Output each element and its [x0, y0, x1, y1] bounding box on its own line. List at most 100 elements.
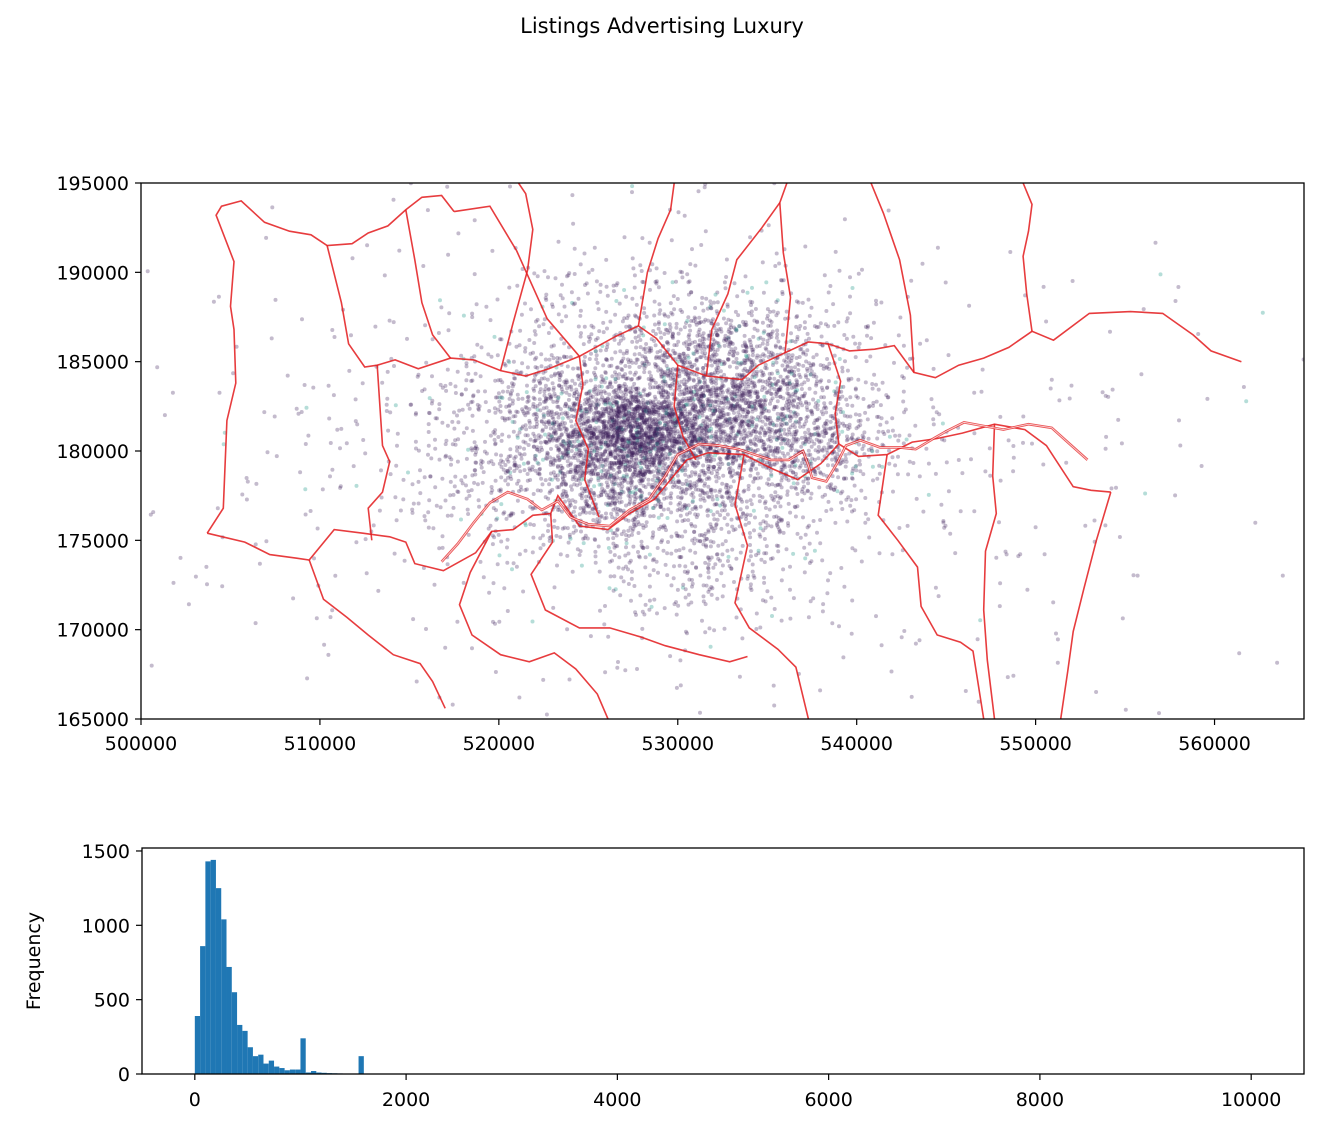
- listing-point: [493, 478, 498, 483]
- listing-point: [653, 397, 658, 402]
- listing-point: [684, 430, 689, 435]
- listing-point: [800, 498, 805, 503]
- listing-point: [639, 425, 644, 430]
- listing-point: [695, 438, 700, 443]
- listing-point: [701, 463, 706, 468]
- listing-point: [732, 350, 737, 354]
- listing-point: [574, 387, 579, 392]
- listing-point: [826, 463, 830, 468]
- listing-point: [675, 404, 680, 409]
- listing-point: [659, 449, 664, 454]
- listing-point: [701, 436, 706, 441]
- listing-point: [767, 318, 772, 323]
- listing-point: [691, 428, 696, 433]
- listing-point: [644, 456, 649, 460]
- listing-point: [727, 435, 732, 439]
- listing-point: [859, 488, 864, 493]
- listing-point: [665, 403, 670, 408]
- listing-point: [635, 421, 640, 426]
- listing-point: [644, 452, 649, 457]
- listing-point: [616, 445, 621, 450]
- listing-point: [793, 339, 798, 344]
- listing-point: [652, 394, 657, 399]
- listing-point: [656, 407, 661, 412]
- listing-point: [697, 450, 702, 455]
- listing-point: [628, 390, 633, 395]
- listing-point: [596, 403, 601, 408]
- listing-point: [613, 450, 618, 455]
- listing-point: [610, 438, 615, 442]
- listing-point: [623, 462, 628, 467]
- listing-point: [672, 434, 677, 438]
- listing-point: [636, 386, 641, 391]
- listing-point: [689, 423, 694, 428]
- listing-point: [606, 443, 611, 448]
- listing-point: [742, 436, 747, 441]
- listing-point: [593, 384, 598, 389]
- listing-point: [814, 325, 819, 330]
- listing-point: [807, 313, 812, 318]
- listing-point: [747, 520, 751, 525]
- listing-point: [532, 425, 536, 430]
- listing-point: [701, 393, 706, 398]
- listing-point: [627, 449, 631, 454]
- listing-point: [772, 376, 777, 381]
- listing-point: [675, 473, 680, 478]
- listing-point: [695, 366, 700, 371]
- listing-point: [793, 438, 798, 443]
- listing-point: [566, 436, 571, 441]
- listing-point: [572, 272, 577, 276]
- listing-point: [778, 432, 783, 437]
- listing-point: [660, 417, 665, 421]
- listing-point: [886, 429, 891, 434]
- listing-point: [666, 433, 671, 438]
- listing-point: [647, 573, 652, 578]
- listing-point: [654, 448, 659, 453]
- listing-point: [617, 386, 622, 391]
- listing-point: [591, 472, 596, 476]
- listing-point: [590, 400, 595, 405]
- listing-point: [511, 429, 516, 434]
- listing-point: [585, 502, 590, 507]
- listing-point: [591, 432, 596, 437]
- listing-point: [619, 443, 624, 448]
- listing-point: [610, 395, 615, 400]
- listing-point: [575, 429, 580, 434]
- listing-point: [624, 294, 629, 299]
- listing-point: [599, 384, 604, 389]
- listing-point: [611, 401, 616, 406]
- listing-point: [623, 406, 628, 411]
- listing-point: [690, 437, 695, 442]
- listing-point: [694, 427, 699, 432]
- listing-point: [562, 354, 566, 359]
- listing-point: [615, 365, 620, 370]
- listing-point: [605, 444, 610, 448]
- listing-point: [616, 394, 621, 399]
- listing-point: [729, 402, 734, 407]
- listing-point: [629, 425, 634, 430]
- listing-point: [617, 414, 621, 419]
- listing-point: [755, 447, 760, 452]
- listing-point: [634, 399, 639, 404]
- listing-point: [639, 426, 644, 431]
- listing-point: [722, 362, 726, 367]
- listing-point: [652, 431, 657, 436]
- listing-point: [621, 460, 626, 465]
- listing-point: [550, 477, 554, 482]
- listing-point: [685, 463, 690, 468]
- listing-point: [901, 399, 906, 404]
- listing-point: [643, 458, 648, 463]
- listing-point: [748, 498, 753, 503]
- listing-point: [606, 536, 611, 541]
- listing-point: [579, 466, 584, 471]
- listing-point: [602, 389, 607, 394]
- listing-point: [612, 433, 616, 438]
- listing-point: [640, 417, 644, 422]
- listing-point: [851, 466, 856, 471]
- listing-point: [632, 352, 637, 357]
- listing-point: [598, 608, 602, 613]
- listing-point: [773, 343, 778, 348]
- listing-point: [699, 384, 704, 389]
- listing-point: [848, 395, 853, 400]
- listing-point: [618, 441, 622, 445]
